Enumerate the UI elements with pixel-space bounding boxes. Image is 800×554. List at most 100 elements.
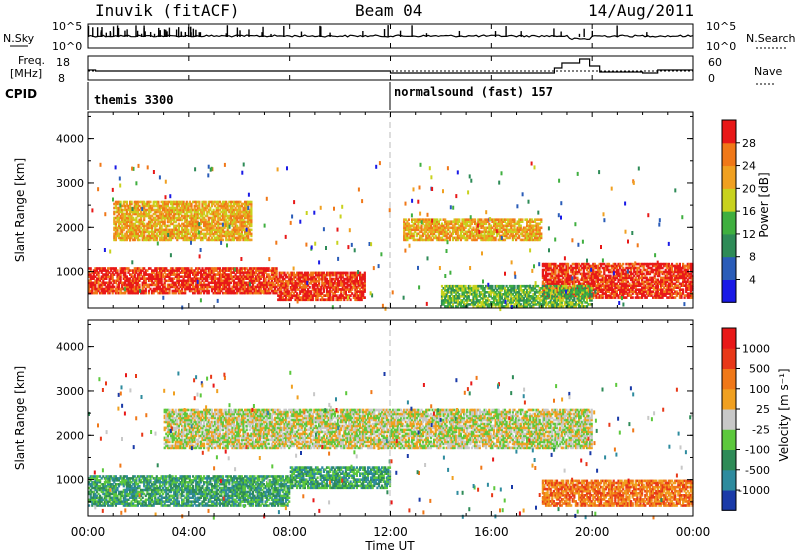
echo-cell — [206, 214, 209, 218]
echo-cell — [173, 281, 176, 285]
echo-cell — [185, 206, 188, 210]
echo-cell — [281, 296, 284, 299]
echo-cell — [185, 281, 188, 285]
echo-cell — [195, 281, 198, 285]
echo-cell — [280, 298, 283, 302]
echo-cell — [196, 216, 199, 220]
echo-cell — [212, 281, 215, 285]
echo-cell — [146, 236, 149, 240]
echo-cell — [192, 279, 195, 283]
echo-cell — [278, 273, 281, 277]
echo-cell — [173, 271, 176, 274]
echo-cell — [239, 283, 242, 287]
echo-cell — [250, 228, 253, 232]
echo-cell — [307, 275, 310, 279]
echo-cell — [231, 271, 234, 274]
echo-cell — [114, 269, 117, 272]
echo-cell — [132, 279, 135, 283]
echo-cell — [182, 267, 185, 270]
echo-cell — [169, 220, 173, 224]
echo-cell — [272, 281, 275, 285]
echo-cell — [269, 269, 272, 272]
echo-cell — [335, 277, 338, 281]
echo-cell — [363, 288, 366, 291]
echo-cell — [291, 273, 294, 277]
echo-cell — [169, 212, 173, 216]
echo-cell — [250, 200, 253, 204]
echo-cell — [273, 277, 277, 280]
echo-cell — [310, 273, 313, 277]
echo-cell — [229, 271, 232, 274]
echo-cell — [130, 202, 133, 206]
echo-cell — [149, 222, 152, 226]
echo-cell — [344, 277, 347, 281]
echo-cell — [250, 285, 253, 289]
echo-cell — [354, 277, 357, 281]
echo-cell — [253, 271, 256, 274]
echo-cell — [143, 273, 146, 276]
echo-cell — [125, 234, 128, 238]
echo-cell — [277, 288, 280, 291]
echo-cell — [89, 269, 92, 272]
echo-cell — [190, 230, 193, 234]
echo-cell — [136, 281, 139, 285]
echo-cell — [122, 218, 125, 222]
echo-cell — [133, 281, 136, 285]
echo-cell — [125, 204, 128, 208]
echo-cell — [171, 234, 174, 238]
echo-cell — [160, 267, 163, 270]
echo-cell — [187, 236, 190, 240]
echo-cell — [299, 275, 302, 279]
echo-cell — [176, 269, 179, 272]
echo-cell — [275, 281, 278, 285]
echo-cell — [220, 277, 223, 280]
echo-cell — [236, 275, 239, 278]
echo-cell — [251, 267, 255, 270]
echo-cell — [324, 286, 327, 289]
echo-cell — [214, 232, 217, 236]
echo-cell — [275, 271, 278, 274]
echo-cell — [244, 269, 247, 272]
echo-cell — [171, 273, 174, 276]
echo-cell — [179, 208, 182, 212]
echo-cell — [89, 267, 92, 270]
echo-cell — [185, 204, 188, 208]
nsky-hi-tick: 10^5 — [52, 20, 82, 33]
echo-cell — [114, 228, 117, 232]
echo-cell — [160, 226, 163, 230]
echo-cell — [144, 273, 147, 276]
echo-cell — [209, 275, 212, 278]
echo-cell — [169, 216, 173, 220]
echo-cell — [187, 267, 190, 270]
echo-cell — [163, 285, 166, 289]
echo-cell — [119, 216, 122, 220]
echo-cell — [343, 281, 346, 285]
echo-cell — [168, 218, 171, 222]
echo-cell — [325, 292, 329, 295]
echo-cell — [302, 286, 305, 289]
echo-cell — [124, 212, 127, 216]
echo-cell — [247, 283, 250, 287]
echo-cell — [160, 230, 163, 234]
echo-cell — [182, 269, 185, 272]
echo-cell — [193, 275, 196, 278]
echo-cell — [155, 234, 158, 238]
echo-cell — [266, 275, 269, 278]
echo-cell — [143, 291, 146, 295]
echo-cell — [173, 269, 176, 272]
echo-cell — [124, 291, 127, 295]
echo-cell — [280, 279, 283, 283]
echo-cell — [251, 287, 255, 291]
echo-cell — [195, 279, 198, 283]
echo-cell — [151, 220, 154, 224]
echo-cell — [187, 222, 190, 226]
echo-cell — [240, 283, 243, 287]
echo-cell — [281, 284, 284, 287]
echo-cell — [281, 281, 284, 285]
echo-cell — [130, 285, 133, 289]
echo-cell — [155, 271, 158, 274]
echo-cell — [278, 298, 281, 302]
echo-cell — [103, 281, 106, 285]
echo-cell — [321, 298, 324, 302]
echo-cell — [217, 230, 220, 234]
